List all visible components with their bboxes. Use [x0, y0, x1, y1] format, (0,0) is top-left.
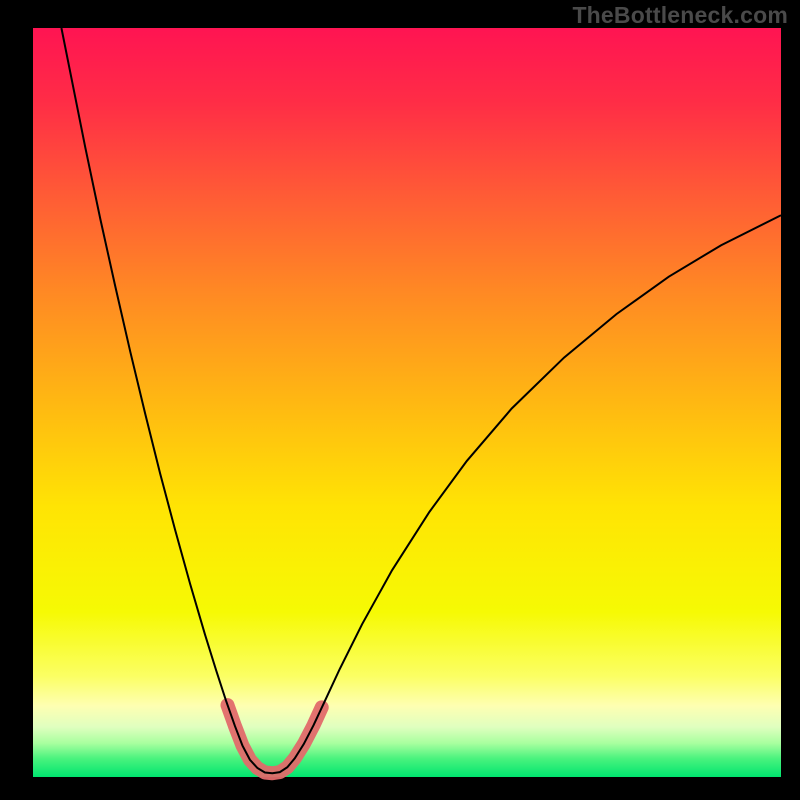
watermark-text: TheBottleneck.com	[572, 2, 788, 29]
plot-area	[0, 0, 800, 800]
plot-background	[33, 28, 781, 777]
